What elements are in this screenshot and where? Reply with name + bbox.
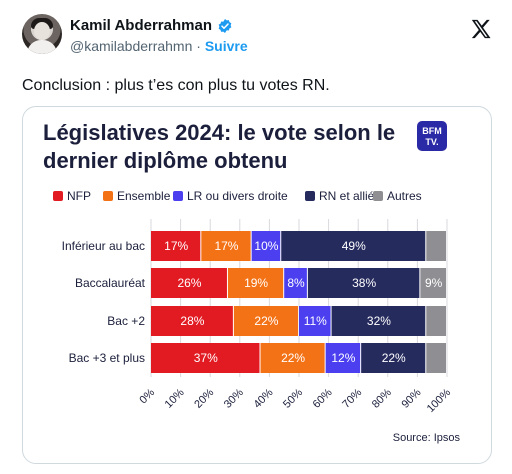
x-tick-label: 40% — [251, 386, 275, 410]
avatar[interactable] — [22, 14, 62, 54]
bar-segment — [284, 268, 307, 298]
x-tick-label: 100% — [425, 386, 454, 415]
x-logo-icon[interactable] — [470, 18, 492, 40]
legend-swatch — [305, 191, 315, 201]
bar-segment — [325, 343, 361, 373]
x-tick-label: 60% — [311, 386, 335, 410]
x-tick-label: 80% — [370, 386, 394, 410]
bar-segment — [233, 306, 298, 336]
data-label: 28% — [180, 314, 204, 328]
handle-row: @kamilabderrahmn · Suivre — [70, 38, 248, 54]
bar-segment — [227, 268, 284, 298]
logo-text: BFM — [422, 126, 442, 136]
bar-segment — [281, 231, 426, 261]
separator-dot: · — [192, 38, 205, 54]
x-tick-label: 90% — [399, 386, 423, 410]
author-row: Kamil Abderrahman — [70, 17, 233, 34]
data-label: 22% — [254, 314, 278, 328]
data-label: 22% — [281, 351, 305, 365]
data-label: 37% — [194, 351, 218, 365]
bar-segment — [331, 306, 426, 336]
x-tick-label: 0% — [137, 386, 157, 406]
verified-badge-icon — [218, 18, 232, 33]
data-label: 32% — [367, 314, 391, 328]
chart-title-line: dernier diplôme obtenu — [43, 148, 287, 173]
bar-segment — [426, 343, 446, 373]
bar-segment — [201, 231, 251, 261]
legend-label: Autres — [387, 189, 422, 203]
bar-segment — [361, 343, 426, 373]
bar-segment — [251, 231, 281, 261]
x-tick-label: 20% — [192, 386, 216, 410]
chart-title-line: Législatives 2024: le vote selon le — [43, 120, 395, 145]
user-handle[interactable]: @kamilabderrahmn — [70, 38, 193, 54]
bar-segment — [307, 268, 420, 298]
data-label: 17% — [164, 239, 188, 253]
chart-source: Source: Ipsos — [393, 432, 461, 444]
data-label: 19% — [244, 276, 268, 290]
bar-segment — [426, 231, 446, 261]
bar-segment — [151, 268, 227, 298]
chart: Législatives 2024: le vote selon le derni… — [43, 120, 461, 444]
legend-label: Ensemble — [117, 189, 171, 203]
data-label: 38% — [352, 276, 376, 290]
bfmtv-logo — [417, 121, 447, 151]
data-label: 8% — [287, 276, 305, 290]
legend-label: NFP — [67, 189, 91, 203]
data-label: 26% — [177, 276, 201, 290]
tweet-text: Conclusion : plus t’es con plus tu votes… — [22, 77, 330, 94]
x-tick-label: 70% — [340, 386, 364, 410]
data-label: 11% — [304, 314, 327, 328]
follow-button[interactable]: Suivre — [204, 38, 248, 54]
legend-swatch — [173, 191, 183, 201]
bar-segment — [151, 231, 201, 261]
data-label: 17% — [214, 239, 238, 253]
category-label: Bac +2 — [107, 314, 145, 328]
legend-swatch — [53, 191, 63, 201]
data-label: 22% — [382, 351, 406, 365]
logo-text: TV. — [425, 137, 438, 147]
category-label: Bac +3 et plus — [69, 351, 145, 365]
x-tick-label: 10% — [163, 386, 187, 410]
bar-segment — [420, 268, 446, 298]
bar-segment — [260, 343, 325, 373]
data-label: 12% — [331, 351, 355, 365]
user-name[interactable]: Kamil Abderrahman — [70, 17, 212, 34]
bar-segment — [151, 343, 260, 373]
data-label: 49% — [342, 239, 366, 253]
x-tick-label: 30% — [222, 386, 246, 410]
bar-segment — [151, 306, 233, 336]
legend-swatch — [103, 191, 113, 201]
category-label: Baccalauréat — [75, 276, 146, 290]
x-tick-label: 50% — [281, 386, 305, 410]
legend-swatch — [373, 191, 383, 201]
bar-segment — [299, 306, 331, 336]
data-label: 9% — [425, 276, 443, 290]
legend-label: RN et alliés — [319, 189, 380, 203]
category-label: Inférieur au bac — [62, 239, 145, 253]
legend-label: LR ou divers droite — [187, 189, 288, 203]
bar-segment — [426, 306, 446, 336]
tweet-media-image[interactable]: Législatives 2024: le vote selon le derni… — [22, 106, 492, 464]
data-label: 10% — [254, 239, 278, 253]
